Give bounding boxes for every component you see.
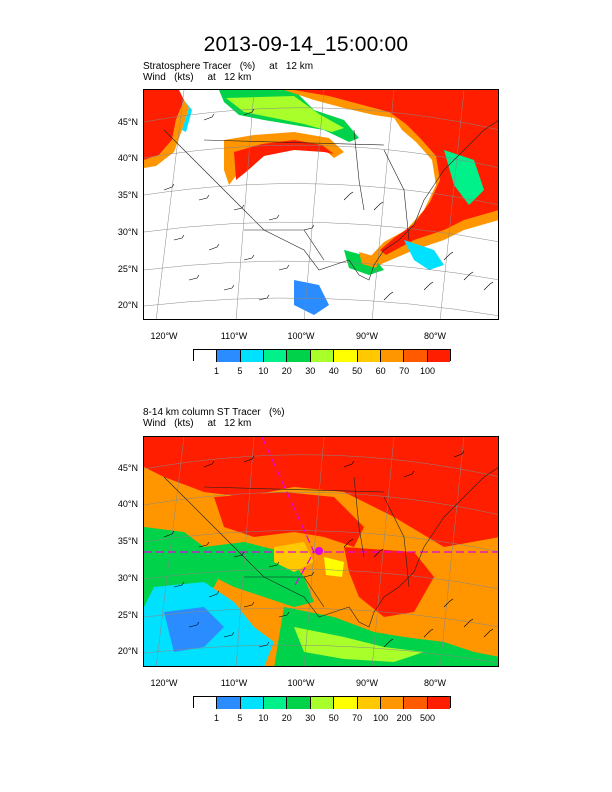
- colorbar-label: 500: [420, 713, 436, 723]
- panel1-lon-label: 100°W: [287, 331, 315, 341]
- panel1-lon-label: 90°W: [355, 331, 379, 341]
- colorbar-swatch: [310, 697, 335, 709]
- colorbar-swatch: [240, 697, 265, 709]
- colorbar-swatch: [194, 350, 218, 362]
- panel2-wind-barbs: [163, 450, 494, 648]
- colorbar-label: 20: [281, 366, 292, 376]
- colorbar-swatch: [357, 350, 381, 362]
- panel1-lon-label: 80°W: [423, 331, 447, 341]
- panel2-colorbar: [193, 696, 451, 709]
- panel1-graticule: [144, 90, 498, 319]
- colorbar-swatch: [287, 697, 311, 709]
- colorbar-swatch: [404, 697, 428, 709]
- panel1-lon-label: 110°W: [220, 331, 248, 341]
- colorbar-swatch: [217, 350, 241, 362]
- panel1-lat-label: 20°N: [117, 300, 138, 310]
- panel1-lat-label: 25°N: [117, 264, 138, 274]
- panel1-subtitle-line2: Wind (kts) at 12 km: [143, 72, 252, 83]
- panel2-lon-label: 120°W: [150, 678, 178, 688]
- colorbar-label: 5: [237, 713, 243, 723]
- colorbar-swatch: [217, 697, 241, 709]
- colorbar-swatch: [240, 350, 265, 362]
- colorbar-label: 30: [305, 713, 316, 723]
- panel1-subtitle-line1: Stratosphere Tracer (%) at 12 km: [143, 61, 314, 72]
- colorbar-label: 100: [373, 713, 389, 723]
- colorbar-label: 70: [399, 366, 410, 376]
- colorbar-swatch: [334, 697, 358, 709]
- colorbar-swatch: [404, 350, 428, 362]
- panel2-lon-label: 80°W: [423, 678, 447, 688]
- panel1-map: [143, 89, 499, 320]
- panel2-lat-label: 30°N: [117, 573, 138, 583]
- colorbar-label: 30: [305, 366, 316, 376]
- panel2-subtitle-line2: Wind (kts) at 12 km: [143, 418, 252, 429]
- colorbar-swatch: [264, 350, 288, 362]
- colorbar-swatch: [427, 697, 450, 709]
- panel1-lat-label: 40°N: [117, 153, 138, 163]
- colorbar-label: 100: [420, 366, 436, 376]
- panel2-lat-label: 25°N: [117, 610, 138, 620]
- panel2-coastlines: [163, 467, 498, 628]
- colorbar-label: 200: [396, 713, 412, 723]
- panel1-lat-label: 35°N: [117, 190, 138, 200]
- colorbar-swatch: [380, 350, 405, 362]
- plot-title: 2013-09-14_15:00:00: [203, 33, 409, 56]
- colorbar-label: 1: [213, 366, 219, 376]
- panel2-lat-label: 40°N: [117, 499, 138, 509]
- panel2-lon-label: 100°W: [287, 678, 315, 688]
- colorbar-swatch: [357, 697, 381, 709]
- colorbar-swatch: [287, 350, 311, 362]
- colorbar-swatch: [264, 697, 288, 709]
- colorbar-label: 20: [281, 713, 292, 723]
- panel1-wind-barbs: [163, 108, 494, 301]
- panel2-cross-section-lines: [144, 437, 498, 588]
- panel2-graticule: [144, 437, 498, 666]
- panel1-lon-label: 120°W: [150, 331, 178, 341]
- panel2-lon-label: 110°W: [220, 678, 248, 688]
- panel1-lat-label: 45°N: [117, 117, 138, 127]
- panel2-subtitle-line1: 8-14 km column ST Tracer (%): [143, 407, 285, 418]
- panel2-lat-label: 45°N: [117, 463, 138, 473]
- panel1-lat-label: 30°N: [117, 227, 138, 237]
- colorbar-label: 1: [213, 713, 219, 723]
- colorbar-label: 40: [328, 366, 339, 376]
- colorbar-label: 50: [328, 713, 339, 723]
- panel2-site-marker: [315, 547, 323, 555]
- colorbar-label: 10: [258, 713, 269, 723]
- colorbar-label: 5: [237, 366, 243, 376]
- panel2-lat-label: 35°N: [117, 536, 138, 546]
- colorbar-label: 60: [375, 366, 386, 376]
- colorbar-swatch: [310, 350, 335, 362]
- panel2-lat-label: 20°N: [117, 646, 138, 656]
- colorbar-swatch: [194, 697, 218, 709]
- colorbar-swatch: [334, 350, 358, 362]
- colorbar-swatch: [380, 697, 405, 709]
- colorbar-swatch: [427, 350, 450, 362]
- colorbar-label: 50: [352, 366, 363, 376]
- panel2-map: [143, 436, 499, 667]
- colorbar-label: 70: [352, 713, 363, 723]
- panel2-lon-label: 90°W: [355, 678, 379, 688]
- panel1-colorbar: [193, 349, 451, 362]
- panel1-tracer-field: [144, 90, 498, 315]
- colorbar-label: 10: [258, 366, 269, 376]
